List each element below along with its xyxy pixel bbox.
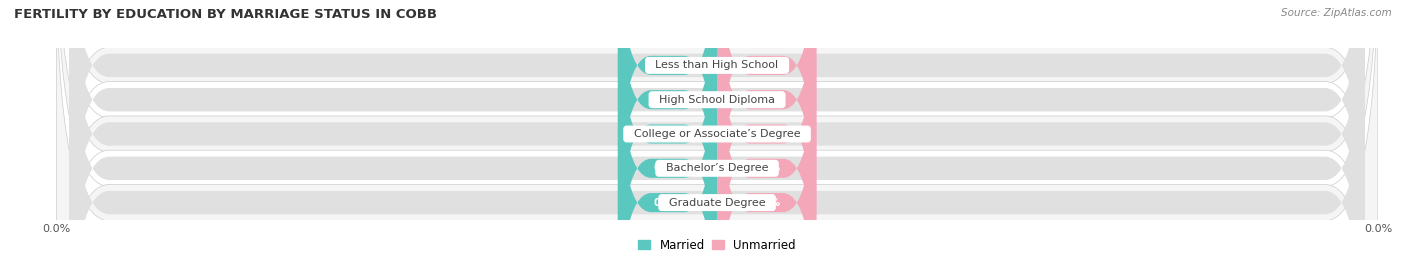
- Text: 0.0%: 0.0%: [654, 198, 681, 208]
- Text: 0.0%: 0.0%: [754, 60, 780, 70]
- Text: FERTILITY BY EDUCATION BY MARRIAGE STATUS IN COBB: FERTILITY BY EDUCATION BY MARRIAGE STATU…: [14, 8, 437, 21]
- FancyBboxPatch shape: [56, 0, 1378, 268]
- FancyBboxPatch shape: [69, 0, 1365, 259]
- FancyBboxPatch shape: [717, 41, 815, 268]
- Text: Bachelor’s Degree: Bachelor’s Degree: [659, 163, 775, 173]
- Text: High School Diploma: High School Diploma: [652, 95, 782, 105]
- Text: Graduate Degree: Graduate Degree: [662, 198, 772, 208]
- FancyBboxPatch shape: [717, 0, 815, 227]
- FancyBboxPatch shape: [617, 0, 717, 268]
- Text: 0.0%: 0.0%: [754, 198, 780, 208]
- Text: College or Associate’s Degree: College or Associate’s Degree: [627, 129, 807, 139]
- Text: 0.0%: 0.0%: [654, 60, 681, 70]
- Text: 0.0%: 0.0%: [654, 163, 681, 173]
- Text: 0.0%: 0.0%: [754, 95, 780, 105]
- Text: 0.0%: 0.0%: [754, 129, 780, 139]
- FancyBboxPatch shape: [617, 6, 717, 268]
- FancyBboxPatch shape: [56, 0, 1378, 268]
- FancyBboxPatch shape: [717, 6, 815, 268]
- Legend: Married, Unmarried: Married, Unmarried: [638, 239, 796, 252]
- FancyBboxPatch shape: [69, 0, 1365, 268]
- Text: 0.0%: 0.0%: [654, 129, 681, 139]
- Text: Less than High School: Less than High School: [648, 60, 786, 70]
- FancyBboxPatch shape: [56, 0, 1378, 268]
- Text: 0.0%: 0.0%: [754, 163, 780, 173]
- FancyBboxPatch shape: [69, 0, 1365, 268]
- FancyBboxPatch shape: [56, 0, 1378, 268]
- FancyBboxPatch shape: [56, 0, 1378, 268]
- FancyBboxPatch shape: [69, 0, 1365, 268]
- FancyBboxPatch shape: [617, 0, 717, 262]
- Text: Source: ZipAtlas.com: Source: ZipAtlas.com: [1281, 8, 1392, 18]
- FancyBboxPatch shape: [717, 0, 815, 268]
- FancyBboxPatch shape: [69, 9, 1365, 268]
- FancyBboxPatch shape: [617, 41, 717, 268]
- FancyBboxPatch shape: [617, 0, 717, 227]
- FancyBboxPatch shape: [717, 0, 815, 262]
- Text: 0.0%: 0.0%: [654, 95, 681, 105]
